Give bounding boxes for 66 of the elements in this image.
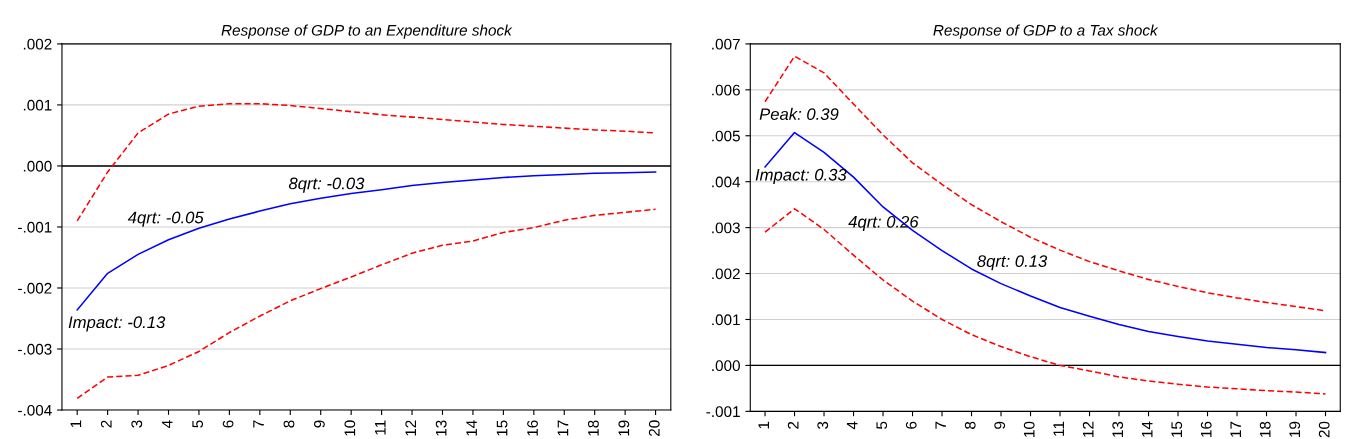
x-tick-label: 12: [1082, 421, 1094, 437]
y-tick-label: .003: [712, 222, 740, 234]
chart-title: Response of GDP to a Tax shock: [933, 24, 1159, 39]
x-tick-label: 5: [192, 420, 204, 428]
x-tick-label: 1: [758, 421, 769, 429]
x-tick-label: 20: [648, 420, 660, 436]
y-tick-label: -.001: [706, 406, 740, 418]
y-tick-label: .001: [712, 314, 740, 326]
x-tick-label: 3: [131, 420, 143, 428]
y-tick-label: .000: [23, 160, 52, 172]
y-tick-label: .007: [712, 38, 740, 50]
x-tick-label: 12: [405, 420, 416, 436]
x-tick-label: 15: [496, 420, 508, 436]
annotation: Impact: 0.33: [755, 168, 847, 184]
x-tick-label: 6: [222, 420, 234, 428]
x-tick-label: 7: [253, 420, 264, 428]
y-tick-label: .004: [712, 176, 741, 188]
annotation: 8qrt: 0.13: [977, 255, 1048, 271]
x-tick-label: 10: [1023, 421, 1035, 437]
chart-title: Response of GDP to an Expenditure shock: [221, 24, 513, 39]
y-tick-label: .006: [712, 84, 740, 96]
x-tick-label: 17: [557, 420, 569, 436]
x-tick-label: 13: [435, 420, 447, 436]
x-tick-label: 5: [876, 421, 888, 429]
x-tick-label: 7: [935, 421, 946, 429]
annotation: Peak: 0.39: [759, 107, 839, 121]
x-tick-label: 9: [994, 421, 1006, 429]
x-tick-label: 8: [283, 420, 295, 428]
x-tick-label: 14: [1141, 421, 1153, 437]
x-tick-label: 13: [1112, 421, 1124, 437]
line-series: [764, 208, 1327, 395]
annotation: Impact: -0.13: [68, 316, 166, 332]
annotation: 4qrt: -0.05: [127, 211, 204, 227]
x-tick-label: 19: [1289, 421, 1301, 437]
x-tick-label: 18: [1259, 421, 1271, 437]
x-tick-label: 2: [100, 420, 112, 428]
annotation: 8qrt: -0.03: [288, 177, 365, 193]
x-tick-label: 4: [161, 420, 173, 428]
x-tick-label: 17: [1230, 421, 1241, 437]
y-tick-label: .000: [712, 360, 740, 372]
y-tick-label: .002: [23, 38, 52, 50]
x-tick-label: 4: [846, 421, 858, 430]
y-tick-label: .005: [712, 130, 740, 142]
y-tick-label: -.002: [18, 282, 52, 294]
x-tick-label: 15: [1171, 421, 1183, 437]
x-tick-label: 19: [618, 420, 630, 436]
x-tick-label: 11: [1053, 421, 1064, 436]
y-tick-label: -.003: [18, 343, 52, 355]
x-tick-label: 2: [787, 421, 799, 429]
x-tick-label: 8: [964, 421, 976, 429]
x-tick-label: 16: [1200, 421, 1212, 437]
y-tick-label: .001: [23, 99, 52, 111]
x-tick-label: 3: [817, 421, 829, 429]
y-tick-label: -.004: [18, 404, 52, 416]
y-tick-label: -.001: [18, 221, 52, 233]
x-tick-label: 9: [314, 420, 325, 428]
y-tick-label: .002: [712, 268, 740, 280]
x-tick-label: 14: [466, 420, 477, 436]
x-tick-label: 20: [1318, 421, 1330, 438]
x-tick-label: 16: [527, 420, 538, 436]
x-tick-label: 1: [70, 420, 82, 428]
x-tick-label: 18: [587, 420, 599, 436]
line-series: [76, 171, 657, 311]
x-tick-label: 10: [344, 420, 356, 436]
x-tick-label: 11: [375, 420, 386, 435]
x-tick-label: 6: [905, 421, 917, 429]
